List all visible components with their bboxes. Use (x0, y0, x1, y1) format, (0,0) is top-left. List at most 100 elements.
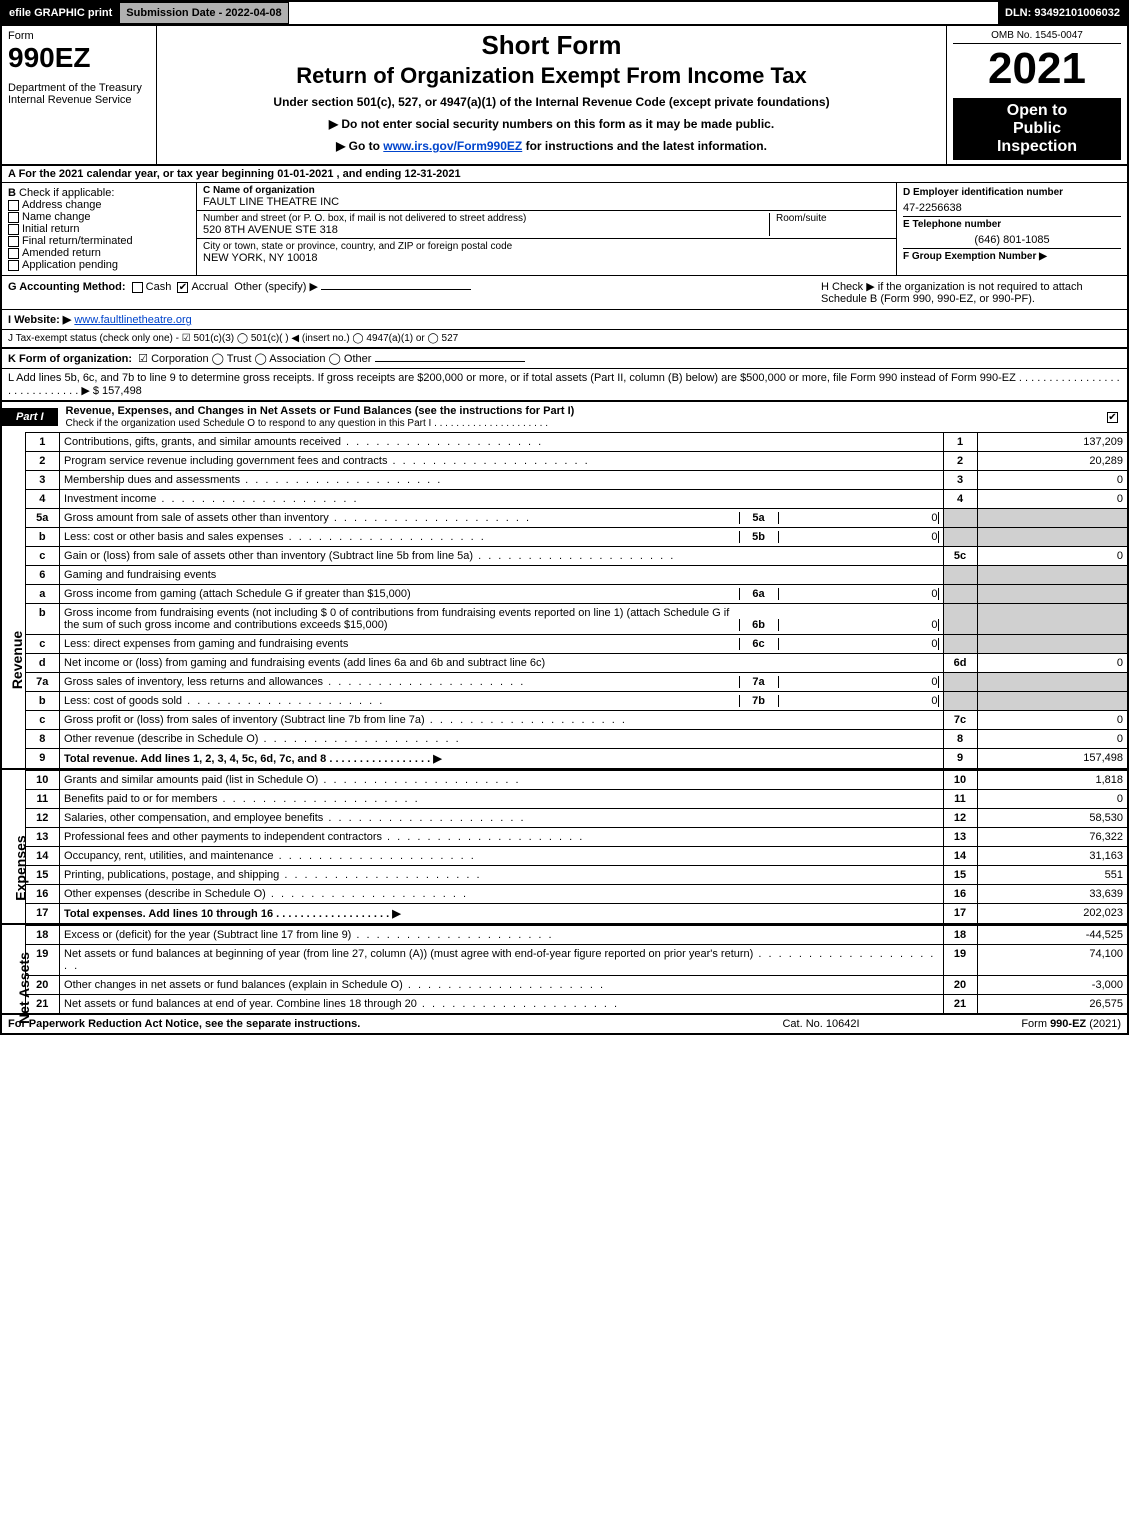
opt-application-pending: Application pending (22, 259, 118, 271)
dln-label: DLN: 93492101006032 (998, 2, 1127, 24)
l16-val: 33,639 (977, 885, 1127, 904)
l12-ref: 12 (943, 809, 977, 828)
c-city-label: City or town, state or province, country… (203, 241, 890, 252)
line-1: 1Contributions, gifts, grants, and simil… (26, 433, 1127, 452)
l16-num: 16 (26, 885, 60, 904)
header-note-goto: ▶ Go to www.irs.gov/Form990EZ for instru… (163, 139, 940, 153)
l7c-num: c (26, 711, 60, 730)
chk-amended-return[interactable] (8, 248, 19, 259)
l12-val: 58,530 (977, 809, 1127, 828)
chk-initial-return[interactable] (8, 224, 19, 235)
l5c-num: c (26, 547, 60, 566)
row-l: L Add lines 5b, 6c, and 7b to line 9 to … (2, 368, 1127, 400)
efile-print-label: efile GRAPHIC print (2, 2, 119, 24)
l15-val: 551 (977, 866, 1127, 885)
side-revenue-text: Revenue (9, 631, 25, 689)
l6c-desc: Less: direct expenses from gaming and fu… (64, 638, 738, 650)
e-phone-label: E Telephone number (903, 216, 1121, 232)
line-12: 12Salaries, other compensation, and empl… (26, 809, 1127, 828)
l6b-val (977, 604, 1127, 635)
line-6: 6Gaming and fundraising events (26, 566, 1127, 585)
l5a-sub: 5a (739, 512, 779, 524)
chk-address-change[interactable] (8, 200, 19, 211)
chk-final-return[interactable] (8, 236, 19, 247)
goto-post: for instructions and the latest informat… (522, 139, 767, 153)
l14-val: 31,163 (977, 847, 1127, 866)
line-20: 20Other changes in net assets or fund ba… (26, 976, 1127, 995)
chk-cash[interactable] (132, 282, 143, 293)
l17-num: 17 (26, 904, 60, 924)
part-i-title-text: Revenue, Expenses, and Changes in Net As… (66, 405, 575, 417)
line-15: 15Printing, publications, postage, and s… (26, 866, 1127, 885)
form-word: Form (8, 30, 150, 42)
open-to-public: Open to Public Inspection (953, 98, 1121, 160)
l6a-sub: 6a (739, 588, 779, 600)
l5b-cell: Less: cost or other basis and sales expe… (60, 528, 943, 547)
l6b-ref (943, 604, 977, 635)
i-label: I Website: ▶ (8, 314, 71, 326)
l10-ref: 10 (943, 771, 977, 790)
l7c-desc: Gross profit or (loss) from sales of inv… (60, 711, 943, 730)
part-i-header: Part I Revenue, Expenses, and Changes in… (2, 400, 1127, 432)
l14-num: 14 (26, 847, 60, 866)
line-3: 3Membership dues and assessments30 (26, 471, 1127, 490)
l7b-cell: Less: cost of goods sold7b0 (60, 692, 943, 711)
block-b: B Check if applicable: Address change Na… (2, 183, 197, 275)
l7b-num: b (26, 692, 60, 711)
l5a-cell: Gross amount from sale of assets other t… (60, 509, 943, 528)
chk-schedule-o[interactable] (1107, 412, 1118, 423)
l14-ref: 14 (943, 847, 977, 866)
c-room-label: Room/suite (776, 213, 890, 224)
opt-final-return: Final return/terminated (22, 235, 133, 247)
revenue-section: Revenue 1Contributions, gifts, grants, a… (2, 432, 1127, 768)
chk-application-pending[interactable] (8, 260, 19, 271)
l7a-ref (943, 673, 977, 692)
l7c-ref: 7c (943, 711, 977, 730)
l4-num: 4 (26, 490, 60, 509)
footer-right: Form 990-EZ (2021) (921, 1018, 1121, 1030)
side-netassets: Net Assets (2, 925, 26, 1013)
b-label: B (8, 187, 16, 199)
row-h: H Check ▶ if the organization is not req… (821, 280, 1121, 305)
chk-name-change[interactable] (8, 212, 19, 223)
l9-desc: Total revenue. Add lines 1, 2, 3, 4, 5c,… (60, 749, 943, 769)
c-name-label: C Name of organization (203, 185, 890, 196)
line-13: 13Professional fees and other payments t… (26, 828, 1127, 847)
l11-desc: Benefits paid to or for members (60, 790, 943, 809)
l6d-val: 0 (977, 654, 1127, 673)
header-right: OMB No. 1545-0047 2021 Open to Public In… (947, 26, 1127, 164)
form-header: Form 990EZ Department of the Treasury In… (2, 24, 1127, 164)
l11-val: 0 (977, 790, 1127, 809)
l5b-sv: 0 (779, 531, 939, 543)
l6c-num: c (26, 635, 60, 654)
line-6b: bGross income from fundraising events (n… (26, 604, 1127, 635)
l3-val: 0 (977, 471, 1127, 490)
expenses-table: 10Grants and similar amounts paid (list … (26, 770, 1127, 923)
l20-ref: 20 (943, 976, 977, 995)
website-link[interactable]: www.faultlinetheatre.org (74, 314, 191, 326)
l18-ref: 18 (943, 926, 977, 945)
l2-ref: 2 (943, 452, 977, 471)
irs-link[interactable]: www.irs.gov/Form990EZ (383, 139, 522, 153)
other-specify-input[interactable] (321, 289, 471, 290)
l16-ref: 16 (943, 885, 977, 904)
g-label: G Accounting Method: (8, 281, 126, 293)
k-label: K Form of organization: (8, 353, 132, 365)
l8-ref: 8 (943, 730, 977, 749)
line-7c: cGross profit or (loss) from sales of in… (26, 711, 1127, 730)
l15-num: 15 (26, 866, 60, 885)
open-line2: Public (955, 120, 1119, 138)
l5c-val: 0 (977, 547, 1127, 566)
l5b-desc: Less: cost or other basis and sales expe… (64, 531, 738, 543)
l15-desc: Printing, publications, postage, and shi… (60, 866, 943, 885)
line-5b: bLess: cost or other basis and sales exp… (26, 528, 1127, 547)
k-other-input[interactable] (375, 361, 525, 362)
page-footer: For Paperwork Reduction Act Notice, see … (2, 1013, 1127, 1033)
line-6d: dNet income or (loss) from gaming and fu… (26, 654, 1127, 673)
l18-val: -44,525 (977, 926, 1127, 945)
l8-desc: Other revenue (describe in Schedule O) (60, 730, 943, 749)
chk-accrual[interactable] (177, 282, 188, 293)
form-number: 990EZ (8, 42, 150, 74)
form-990ez-page: efile GRAPHIC print Submission Date - 20… (0, 0, 1129, 1035)
l17-val: 202,023 (977, 904, 1127, 924)
